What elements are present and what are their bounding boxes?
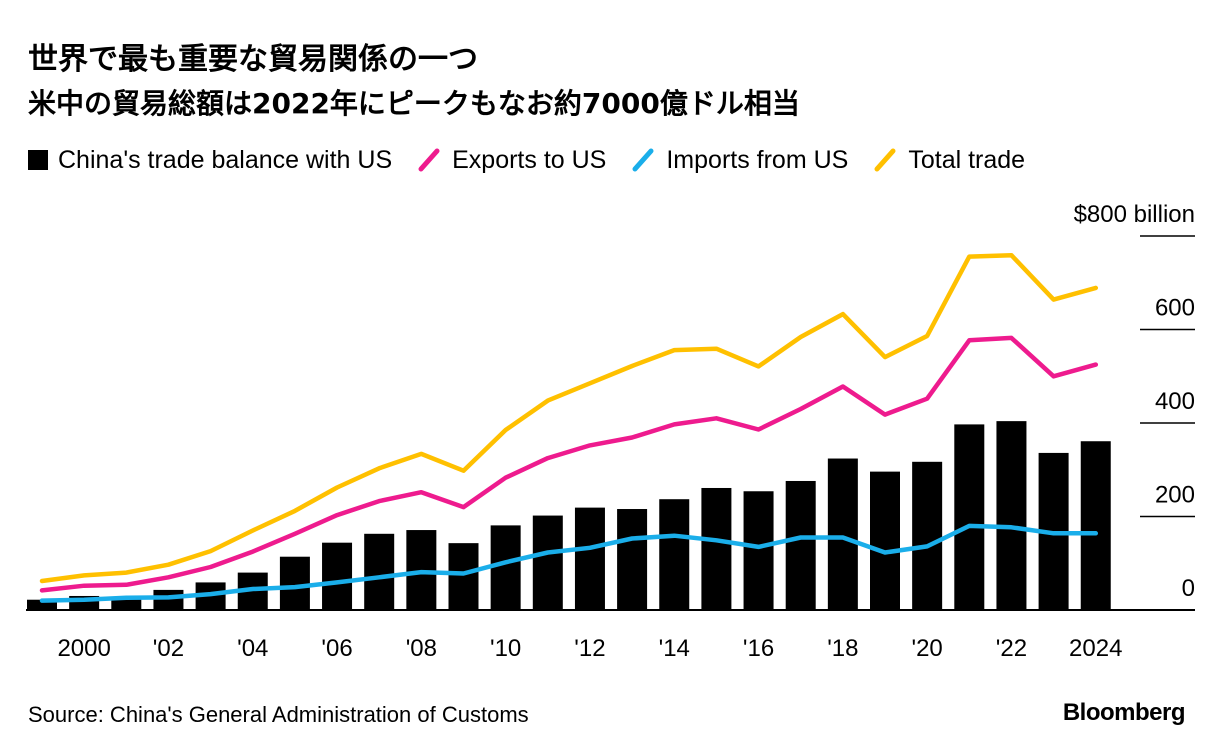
bar-trade-balance <box>153 589 184 610</box>
legend-label-exports: Exports to US <box>452 146 607 174</box>
legend-item-imports: Imports from US <box>630 140 848 180</box>
legend: China's trade balance with US Exports to… <box>28 140 1049 180</box>
line-total <box>39 252 1099 584</box>
bar-trade-balance <box>870 471 900 610</box>
legend-label-balance: China's trade balance with US <box>58 146 393 174</box>
x-tick-label: '08 <box>406 635 437 662</box>
bar-trade-balance <box>322 542 353 610</box>
x-tick-label: '12 <box>574 635 605 662</box>
bar-trade-balance <box>659 499 690 610</box>
square-swatch-icon <box>28 150 48 170</box>
line-imports <box>39 523 1099 603</box>
x-tick-label: '14 <box>659 635 690 662</box>
y-tick-label: $800 billion <box>1074 201 1195 228</box>
y-tick-label: 600 <box>1155 295 1195 322</box>
x-tick-label: '10 <box>490 635 521 662</box>
x-tick-label: 2000 <box>57 635 110 662</box>
y-tick-label: 200 <box>1155 482 1195 509</box>
x-tick-label: '22 <box>996 635 1027 662</box>
bar-trade-balance <box>996 421 1027 610</box>
slash-line-swatch-icon <box>874 148 896 172</box>
legend-label-imports: Imports from US <box>666 146 849 174</box>
chart-subtitle: 米中の貿易総額は2022年にピークもなお約7000億ドル相当 <box>28 87 800 120</box>
bar-trade-balance <box>490 525 521 610</box>
bar-trade-balance <box>827 458 858 610</box>
legend-item-balance: China's trade balance with US <box>28 140 392 180</box>
legend-item-exports: Exports to US <box>416 140 606 180</box>
bar-trade-balance <box>1080 441 1111 610</box>
y-tick-label: 400 <box>1155 388 1195 415</box>
legend-label-total: Total trade <box>908 146 1026 174</box>
bar-trade-balance <box>785 480 816 610</box>
bar-trade-balance <box>532 515 563 610</box>
line-exports <box>39 335 1099 593</box>
slash-line-swatch-icon <box>418 148 440 172</box>
bar-trade-balance <box>448 543 479 610</box>
x-tick-label: '02 <box>153 635 184 662</box>
bar-trade-balance <box>574 507 605 610</box>
bar-trade-balance <box>954 424 985 610</box>
x-tick-label: '18 <box>827 635 858 662</box>
x-tick-label: '20 <box>912 635 943 662</box>
bar-trade-balance <box>279 556 310 610</box>
bar-trade-balance <box>701 487 732 610</box>
bar-trade-balance <box>617 509 648 610</box>
bar-trade-balance <box>27 599 57 610</box>
x-tick-label: '06 <box>321 635 352 662</box>
x-tick-label: '16 <box>743 635 774 662</box>
y-tick-label: 0 <box>1182 575 1195 602</box>
bar-trade-balance <box>364 533 395 610</box>
x-tick-label: '04 <box>237 635 268 662</box>
slash-line-swatch-icon <box>632 148 654 172</box>
source-note: Source: China's General Administration o… <box>28 702 529 727</box>
bar-trade-balance <box>912 461 943 610</box>
legend-item-total: Total trade <box>872 140 1025 180</box>
chart-title: 世界で最も重要な貿易関係の一つ <box>28 42 478 77</box>
chart-plot-area: 0 200 400 600 $800 billion 2000 '02 '04 '06 '08 '1… <box>26 201 1195 662</box>
bloomberg-logo: Bloomberg <box>1062 699 1186 726</box>
x-tick-label: 2024 <box>1069 635 1122 662</box>
bar-trade-balance <box>743 491 774 610</box>
